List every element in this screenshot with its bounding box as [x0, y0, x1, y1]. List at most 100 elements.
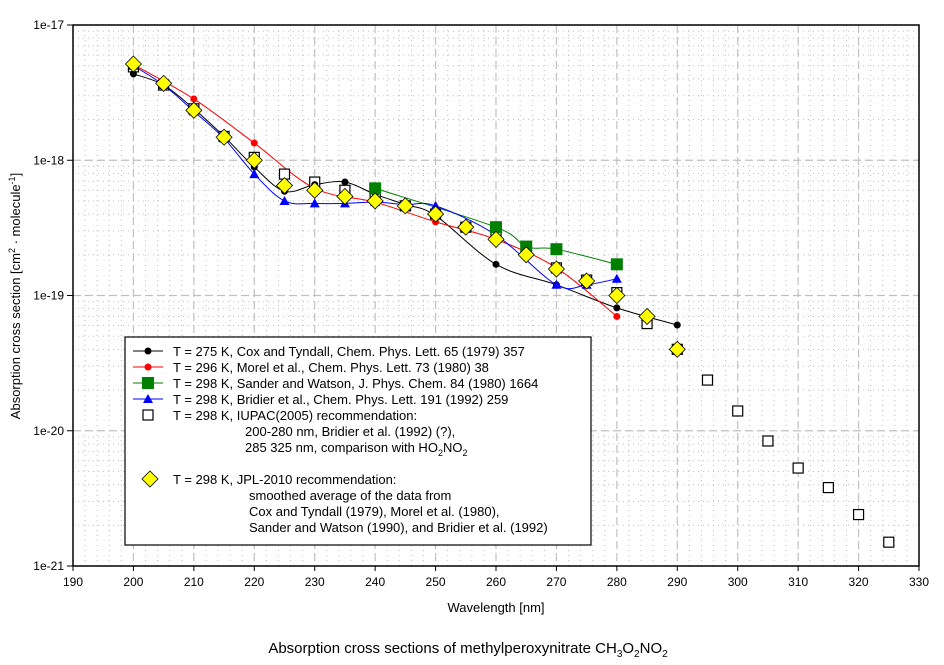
data-point-jpl-2010 — [245, 151, 263, 169]
data-point-jpl-2010 — [638, 307, 656, 326]
data-point-jpl-2010 — [396, 197, 414, 215]
legend-marker-cox-tyndall — [144, 347, 152, 355]
y-axis-title-sup: -1 — [7, 176, 17, 184]
data-point-iupac-2005 — [792, 462, 804, 474]
data-point-jpl-2010 — [668, 340, 686, 358]
x-tick-label: 330 — [909, 575, 929, 589]
legend-text-part: NO — [443, 440, 463, 455]
data-point-iupac-2005 — [822, 481, 834, 494]
x-tick-label: 280 — [607, 575, 627, 589]
chart-title: Absorption cross sections of methylperox… — [268, 640, 668, 660]
legend-marker-iupac-2005 — [142, 409, 154, 421]
title-sub: 2 — [662, 649, 668, 660]
x-tick-label: 230 — [305, 575, 325, 589]
title-sub: 2 — [634, 649, 640, 660]
data-point-cox-tyndall — [492, 260, 500, 268]
x-tick-label: 320 — [849, 575, 869, 589]
data-point-bridier — [430, 200, 441, 210]
y-axis-title-mid: · molecule — [8, 184, 23, 248]
series-lines — [133, 64, 678, 326]
data-point-jpl-2010 — [215, 128, 233, 146]
x-tick-label: 190 — [63, 575, 83, 589]
legend-label-iupac-line: 285 325 nm, comparison with HO2NO2 — [245, 440, 467, 458]
data-point-bridier — [249, 169, 260, 179]
data-point-jpl-2010 — [547, 260, 565, 278]
y-axis-title-text: Absorption cross section [cm — [8, 253, 23, 419]
data-point-bridier — [611, 273, 622, 283]
y-tick-label: 1e-18 — [33, 153, 64, 167]
x-tick-label: 200 — [123, 575, 143, 589]
y-tick-label: 1e-17 — [33, 18, 64, 32]
legend-label-jpl-line: Cox and Tyndall (1979), Morel et al. (19… — [249, 504, 500, 519]
data-point-jpl-2010 — [306, 181, 324, 199]
data-point-jpl-2010 — [155, 74, 173, 92]
legend-sub: 2 — [462, 448, 467, 458]
legend-label-sander: T = 298 K, Sander and Watson, J. Phys. C… — [173, 376, 538, 391]
title-text: NO — [640, 640, 663, 657]
x-tick-label: 290 — [667, 575, 687, 589]
data-point-iupac-2005 — [852, 508, 865, 521]
title-sub: 3 — [617, 649, 623, 660]
data-point-iupac-2005 — [732, 405, 744, 417]
x-tick-label: 220 — [244, 575, 264, 589]
legend-label-morel: T = 296 K, Morel et al., Chem. Phys. Let… — [173, 360, 489, 375]
data-point-jpl-2010 — [366, 192, 384, 210]
legend-symbols — [133, 347, 163, 488]
data-point-bridier — [279, 195, 290, 205]
data-point-jpl-2010 — [487, 230, 505, 248]
y-axis-title: Absorption cross section [cm2 · molecule… — [7, 173, 23, 419]
legend-label-cox: T = 275 K, Cox and Tyndall, Chem. Phys. … — [173, 344, 525, 359]
data-point-jpl-2010 — [124, 55, 142, 73]
data-point-morel — [250, 139, 258, 147]
x-tick-label: 250 — [426, 575, 446, 589]
x-tick-label: 310 — [788, 575, 808, 589]
data-point-jpl-2010 — [457, 218, 475, 236]
data-point-jpl-2010 — [517, 246, 535, 264]
data-point-sander-watson — [490, 221, 502, 234]
data-point-iupac-2005 — [762, 435, 774, 447]
data-point-jpl-2010 — [275, 176, 294, 195]
y-axis: 1e-21 1e-20 1e-19 1e-18 1e-17 — [33, 18, 73, 573]
data-point-jpl-2010 — [608, 286, 626, 305]
x-tick-label: 260 — [486, 575, 506, 589]
y-tick-label: 1e-19 — [33, 289, 64, 303]
legend: T = 275 K, Cox and Tyndall, Chem. Phys. … — [124, 336, 592, 546]
data-point-bridier — [551, 279, 562, 289]
data-point-morel — [613, 312, 621, 320]
legend-marker-sander-watson — [142, 377, 154, 389]
data-point-cox-tyndall — [673, 321, 681, 329]
legend-label-iupac: T = 298 K, IUPAC(2005) recommendation: — [173, 408, 417, 423]
x-axis: 190 200 210 220 230 240 250 260 270 280 290 300 310 3… — [63, 566, 929, 589]
x-axis-title: Wavelength [nm] — [447, 600, 544, 615]
data-point-sander-watson — [610, 258, 623, 271]
legend-label-iupac-line: 200-280 nm, Bridier et al. (1992) (?), — [245, 424, 455, 439]
legend-label-jpl: T = 298 K, JPL-2010 recommendation: — [173, 472, 396, 487]
data-point-jpl-2010 — [427, 205, 445, 223]
data-point-iupac-2005 — [701, 374, 714, 386]
data-point-cox-tyndall — [341, 178, 349, 186]
y-tick-label: 1e-21 — [33, 559, 64, 573]
data-point-jpl-2010 — [336, 187, 354, 206]
legend-label-bridier: T = 298 K, Bridier et al., Chem. Phys. L… — [173, 392, 508, 407]
y-axis-title-end: ] — [8, 173, 23, 177]
legend-box — [124, 336, 592, 546]
data-point-sander-watson — [369, 182, 382, 195]
x-tick-label: 210 — [184, 575, 204, 589]
title-text: Absorption cross sections of methylperox… — [268, 640, 616, 657]
x-tick-label: 240 — [365, 575, 385, 589]
data-point-jpl-2010 — [578, 272, 596, 290]
legend-label-jpl-line: Sander and Watson (1990), and Bridier et… — [249, 520, 548, 535]
legend-text-part: 285 325 nm, comparison with HO — [245, 440, 438, 455]
data-point-bridier — [309, 198, 320, 208]
data-point-iupac-2005 — [883, 536, 895, 548]
data-point-morel — [190, 95, 198, 103]
legend-label-jpl-line: smoothed average of the data from — [249, 488, 451, 503]
legend-marker-jpl-2010 — [141, 470, 159, 488]
series-markers — [124, 55, 895, 548]
y-axis-title-sup: 2 — [7, 248, 17, 253]
y-tick-label: 1e-20 — [33, 424, 64, 438]
data-point-cox-tyndall — [613, 304, 621, 312]
x-tick-label: 270 — [546, 575, 566, 589]
data-point-jpl-2010 — [185, 101, 203, 119]
